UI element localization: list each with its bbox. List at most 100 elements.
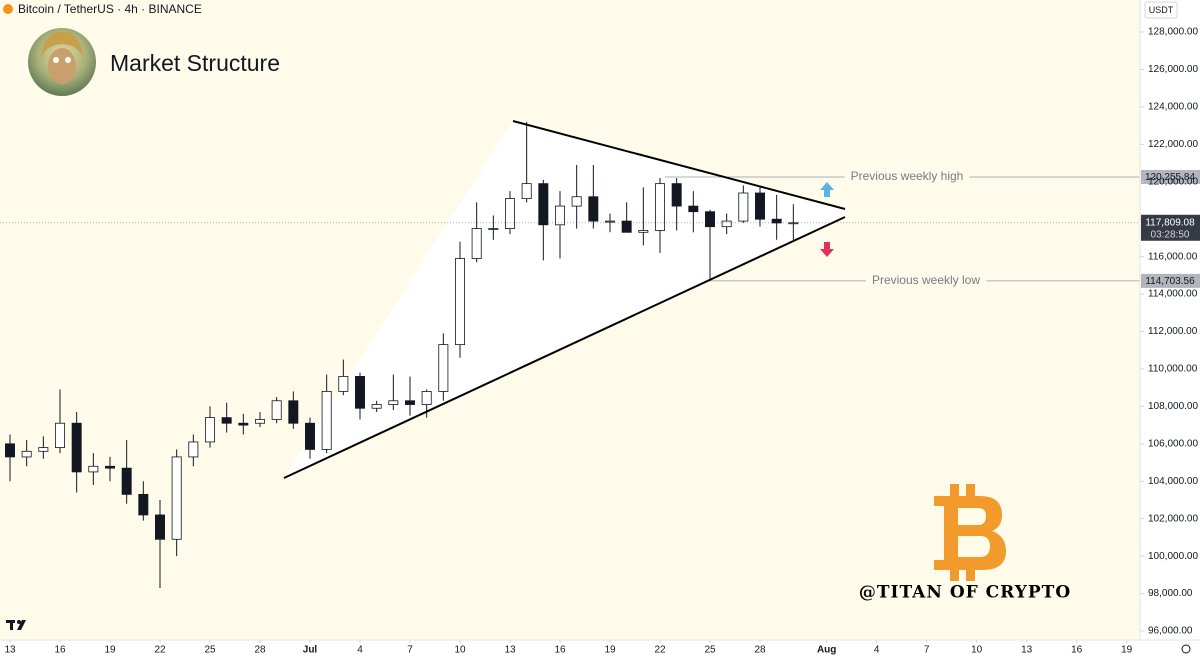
level-price-label: 114,703.56 [1145,276,1195,287]
wedge-area [284,120,845,478]
level-price-box [1141,169,1200,184]
currency-box[interactable] [1144,1,1178,19]
candle-body [405,400,415,405]
y-tick-label: 108,000.00 [1148,401,1198,412]
candle-body [688,205,699,213]
currency[interactable]: USDT [1149,5,1174,15]
candle-body [671,183,682,207]
candle-body [455,258,465,346]
y-tick-label: 110,000.00 [1148,364,1198,375]
candle-body [438,344,449,392]
avatar-eye [65,57,71,63]
candle-body [238,422,249,426]
y-tick-label: 116,000.00 [1148,251,1198,262]
level-label-bg [865,272,987,289]
candle-body [638,230,649,233]
chart-title: Market Structure [110,50,280,76]
x-tick-label: 13 [1021,645,1033,656]
x-tick-label: 19 [104,645,116,656]
y-tick-label: 128,000.00 [1148,27,1198,38]
price-axis [1140,0,1200,657]
x-tick-label: 7 [924,645,930,656]
x-tick-label: 22 [654,645,666,656]
avatar-eye [53,57,59,63]
x-tick-label: Aug [817,645,836,656]
x-tick-label: 22 [154,645,166,656]
candle-body [21,450,32,458]
y-tick-label: 100,000.00 [1148,551,1198,562]
x-tick-label: 16 [54,645,66,656]
candle-body [355,376,365,409]
x-tick-label: 25 [204,645,216,656]
candle-body [621,220,632,233]
candle-body [771,218,782,224]
y-tick-label: 106,000.00 [1148,438,1198,449]
x-tick-label: 19 [1121,645,1133,656]
candle-body [188,441,199,458]
x-tick-label: 4 [357,645,363,656]
candle-body [705,211,715,228]
y-tick-label: 102,000.00 [1148,513,1198,524]
countdown: 03:28:50 [1151,229,1190,240]
candle-body [271,400,282,420]
candle-body [388,400,399,405]
x-tick-label: 13 [504,645,516,656]
candle-body [788,222,799,225]
avatar-hair [40,31,84,60]
tv-logo [6,620,26,630]
y-tick-label: 104,000.00 [1148,476,1198,487]
candle-body [588,196,599,222]
candle-body [505,198,515,229]
avatar-face [48,48,76,84]
time-axis [0,640,1200,657]
x-tick-label: 13 [4,645,16,656]
x-tick-label: Jul [303,645,318,656]
candle-body [5,443,15,458]
x-tick-label: 7 [407,645,413,656]
x-tick-label: 10 [971,645,983,656]
candle-body [471,228,482,259]
candle-body [71,422,82,473]
level-price-box [1141,273,1200,288]
y-tick-label: 96,000.00 [1148,626,1193,637]
x-tick-label: 16 [554,645,566,656]
y-tick-label: 112,000.00 [1148,326,1198,337]
candle-body [105,465,115,469]
candle-body [371,404,382,409]
x-tick-label: 28 [754,645,766,656]
last-price-box [1141,214,1200,241]
candle-body [488,228,499,230]
candle-body [171,456,182,540]
candle-body [738,192,749,222]
level-label-bg [844,168,970,185]
x-tick-label: 25 [704,645,716,656]
y-tick-label: 120,000.00 [1148,176,1198,187]
candle-body [421,391,432,405]
settings-icon[interactable] [1181,644,1191,654]
y-tick-label: 124,000.00 [1148,102,1198,113]
candle-body [521,183,532,200]
last-price-label: 117,809.08 [1145,217,1195,228]
candle-body [605,220,615,223]
y-tick-label: 98,000.00 [1148,588,1193,599]
symbol-icon [3,4,13,14]
x-tick-label: 10 [454,645,466,656]
level-label: Previous weekly high [851,169,964,183]
candle-body [88,465,99,473]
trendline [283,216,846,479]
candle-body [655,183,665,231]
candle-body [321,391,332,450]
x-tick-label: 16 [1071,645,1083,656]
candle-body [221,417,232,424]
candle-body [305,422,315,450]
candle-body [205,417,215,443]
x-tick-label: 4 [874,645,880,656]
level-label: Previous weekly low [872,273,980,287]
down-arrow [820,242,834,257]
candle-body [538,183,549,226]
candle-body [571,196,582,207]
candle-body [155,514,165,540]
symbol-title: Bitcoin / TetherUS · 4h · BINANCE [18,2,202,16]
up-arrow [820,182,834,197]
